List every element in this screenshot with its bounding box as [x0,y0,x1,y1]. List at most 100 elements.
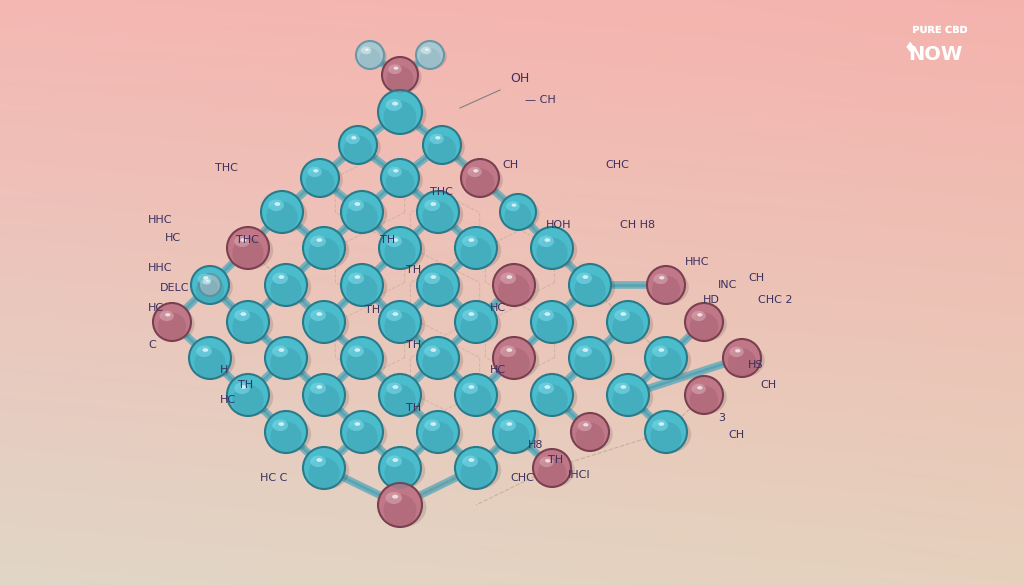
Ellipse shape [421,47,431,54]
Ellipse shape [545,312,550,316]
Circle shape [270,274,302,306]
Ellipse shape [501,419,516,431]
Ellipse shape [607,305,653,343]
Circle shape [607,301,649,343]
Circle shape [265,411,307,453]
Circle shape [531,374,573,416]
Ellipse shape [424,419,440,431]
Ellipse shape [381,163,423,197]
Ellipse shape [392,102,398,106]
Circle shape [455,227,497,269]
Ellipse shape [462,456,478,467]
Circle shape [569,264,611,306]
Ellipse shape [430,348,436,352]
Circle shape [574,347,606,379]
Circle shape [346,422,378,453]
Circle shape [422,201,454,233]
Text: THC: THC [215,163,238,173]
Circle shape [232,384,264,416]
Text: HC: HC [490,303,506,313]
Ellipse shape [423,130,465,164]
Ellipse shape [685,380,727,414]
Ellipse shape [392,385,398,389]
Ellipse shape [310,383,326,394]
Ellipse shape [227,378,273,417]
Circle shape [493,337,535,379]
Ellipse shape [531,378,578,417]
Ellipse shape [461,163,503,197]
Ellipse shape [265,342,311,380]
Text: CH: CH [760,380,776,390]
Circle shape [384,101,417,134]
Circle shape [189,337,231,379]
Ellipse shape [531,232,578,270]
Circle shape [191,266,229,304]
Circle shape [422,274,454,306]
Ellipse shape [197,346,212,357]
Text: HS: HS [748,360,764,370]
Ellipse shape [685,307,727,342]
Text: HHC: HHC [148,215,172,225]
Ellipse shape [493,269,540,307]
Circle shape [455,301,497,343]
Circle shape [420,48,440,69]
Ellipse shape [501,346,516,357]
Circle shape [339,126,377,164]
Ellipse shape [365,49,369,51]
Ellipse shape [512,204,516,207]
Ellipse shape [455,232,501,270]
Circle shape [728,349,757,377]
Ellipse shape [462,309,478,321]
Ellipse shape [279,348,285,352]
Circle shape [455,374,497,416]
Ellipse shape [501,273,516,284]
Ellipse shape [378,488,426,528]
Ellipse shape [430,202,436,206]
Circle shape [460,384,492,416]
Text: TH: TH [365,305,380,315]
Circle shape [303,227,345,269]
Circle shape [382,57,418,93]
Text: OH: OH [510,71,529,84]
Ellipse shape [354,348,360,352]
Text: TH: TH [406,340,421,350]
Ellipse shape [348,273,364,284]
Ellipse shape [316,238,323,242]
Circle shape [341,337,383,379]
Ellipse shape [341,195,387,233]
Ellipse shape [417,342,463,380]
Text: CHC: CHC [510,473,534,483]
Circle shape [232,311,264,343]
Ellipse shape [614,383,630,394]
Ellipse shape [356,44,387,69]
Ellipse shape [435,136,440,139]
Ellipse shape [493,415,540,453]
Ellipse shape [274,202,281,206]
Circle shape [227,227,269,269]
Text: TH: TH [406,265,421,275]
Ellipse shape [387,167,401,177]
Circle shape [575,422,604,451]
Ellipse shape [310,236,326,247]
Circle shape [266,201,298,233]
Circle shape [341,191,383,233]
Text: 3: 3 [718,413,725,423]
Ellipse shape [360,47,372,54]
Ellipse shape [539,309,554,321]
Ellipse shape [473,169,478,173]
Ellipse shape [429,134,443,144]
Ellipse shape [272,273,288,284]
Ellipse shape [424,346,440,357]
Circle shape [422,347,454,379]
Ellipse shape [658,348,665,352]
Circle shape [505,203,531,230]
Ellipse shape [539,383,554,394]
Text: CH: CH [728,430,744,440]
Circle shape [270,422,302,453]
Circle shape [685,376,723,414]
Circle shape [537,238,567,269]
Circle shape [227,301,269,343]
Circle shape [379,301,421,343]
Ellipse shape [392,238,398,242]
Ellipse shape [430,275,436,279]
